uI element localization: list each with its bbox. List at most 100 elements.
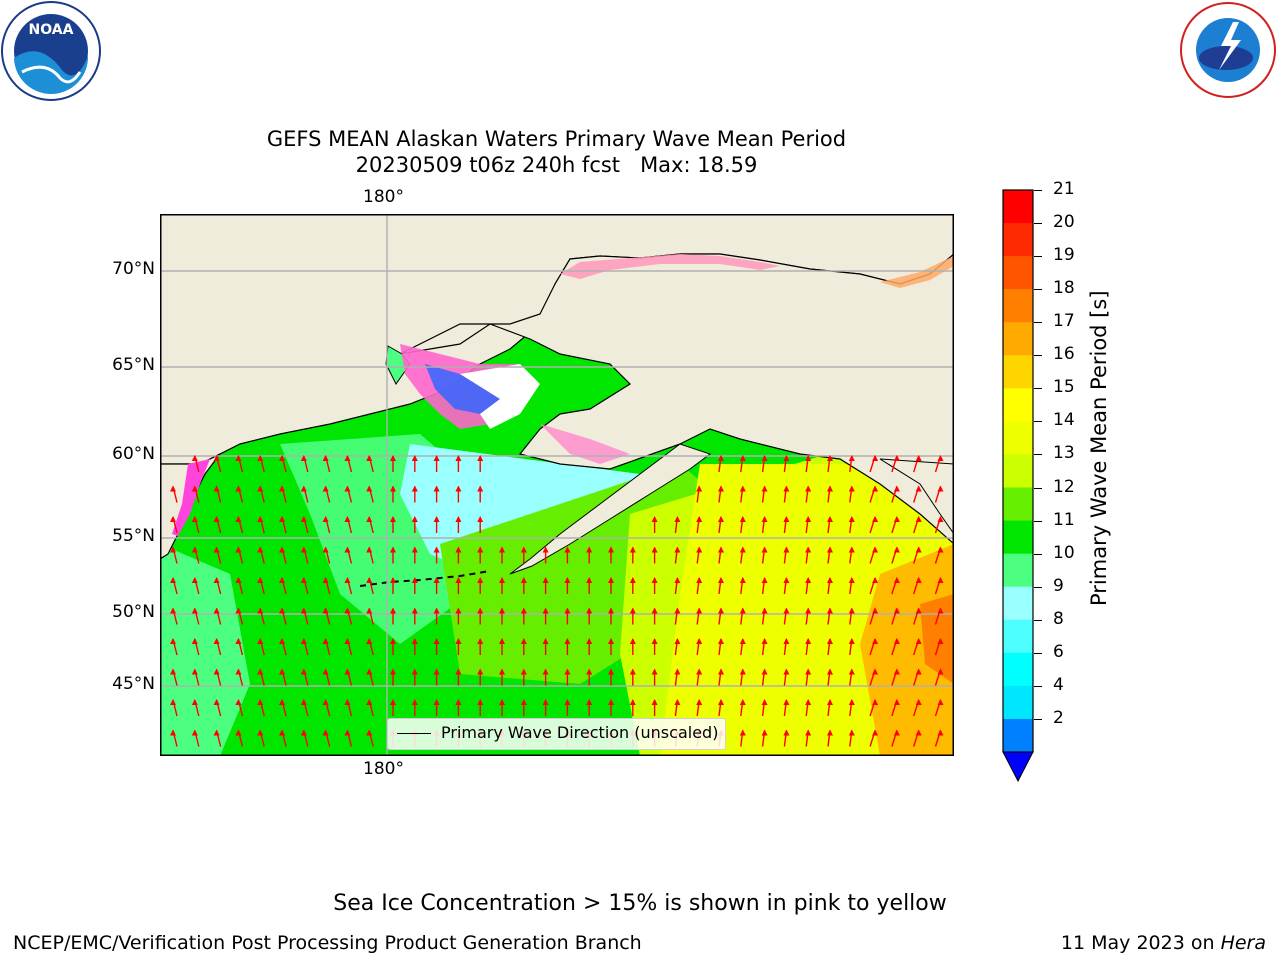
- colorbar-tick-mark: [1034, 520, 1042, 522]
- wave-direction-arrow: [827, 577, 833, 595]
- wave-direction-arrow: [805, 516, 812, 534]
- wave-direction-arrow: [739, 607, 746, 625]
- wave-direction-arrow: [390, 699, 396, 716]
- colorbar-segment: [1003, 487, 1033, 522]
- sea-ice-chukchi: [560, 254, 780, 279]
- wave-direction-arrow: [761, 638, 768, 656]
- wave-direction-arrow: [300, 516, 309, 534]
- wave-direction-arrow: [477, 455, 484, 472]
- wave-direction-arrow: [869, 485, 879, 503]
- wave-direction-arrow: [718, 699, 724, 717]
- wave-direction-arrow: [433, 607, 440, 625]
- wave-direction-arrow: [827, 638, 833, 656]
- wave-direction-arrow: [848, 729, 855, 747]
- aleutian-islands: [359, 570, 491, 587]
- land-se-alaska: [879, 458, 954, 535]
- colorbar-segment: [1003, 652, 1033, 687]
- wave-direction-arrow: [891, 729, 900, 747]
- wave-direction-arrow: [257, 607, 265, 625]
- wave-direction-arrow: [913, 699, 922, 717]
- colorbar-tick-label: 2: [1053, 707, 1064, 728]
- wave-direction-arrow: [455, 546, 462, 564]
- wave-direction-arrow: [344, 485, 353, 503]
- wave-direction-arrow: [848, 699, 855, 717]
- wave-direction-arrow: [761, 668, 768, 686]
- chart-title-line2: 20230509 t06z 240h fcst Max: 18.59: [355, 153, 758, 177]
- colorbar-tick-mark: [1034, 388, 1042, 390]
- legend-line-sample: [397, 733, 431, 734]
- wave-direction-arrow: [891, 516, 900, 534]
- wave-direction-arrow: [477, 485, 484, 503]
- wave-direction-arrow: [170, 485, 178, 503]
- wave-direction-arrow: [586, 577, 593, 594]
- wave-direction-arrow: [934, 516, 944, 534]
- colorbar-tick-label: 8: [1053, 608, 1064, 629]
- wave-direction-arrow: [674, 577, 681, 595]
- wave-direction-arrow: [344, 577, 353, 595]
- wave-direction-arrow: [300, 455, 309, 473]
- map-legend: Primary Wave Direction (unscaled): [387, 718, 726, 750]
- wave-direction-arrow: [191, 638, 200, 656]
- wave-direction-arrow: [213, 485, 222, 503]
- wave-direction-arrow: [869, 455, 879, 473]
- colorbar-tick-mark: [1034, 553, 1042, 555]
- wave-direction-arrow: [300, 668, 309, 686]
- wave-direction-arrow: [913, 729, 922, 747]
- wave-direction-arrow: [433, 638, 440, 655]
- wave-direction-arrow: [170, 607, 178, 625]
- wave-direction-arrow: [170, 516, 178, 534]
- wave-direction-arrow: [891, 668, 900, 686]
- wave-direction-arrow: [739, 516, 746, 534]
- wave-direction-arrow: [390, 607, 396, 625]
- wave-direction-arrow: [739, 577, 746, 595]
- wave-direction-arrow: [805, 638, 812, 656]
- wave-direction-arrow: [805, 546, 812, 564]
- wave-direction-arrow: [344, 455, 353, 473]
- sea-ice-note: Sea Ice Concentration > 15% is shown in …: [333, 891, 947, 916]
- wave-direction-arrow: [848, 455, 855, 473]
- colorbar-label: Primary Wave Mean Period [s]: [1087, 290, 1111, 606]
- ocean-period-16-17: [860, 544, 954, 756]
- wave-direction-arrow: [934, 638, 944, 656]
- wave-direction-arrow: [586, 607, 593, 625]
- wave-direction-arrow: [827, 729, 833, 747]
- colorbar-segment: [1003, 388, 1033, 422]
- wave-direction-arrow: [390, 638, 396, 655]
- wave-direction-arrow: [411, 577, 418, 594]
- wave-direction-arrow: [718, 516, 724, 534]
- wave-direction-arrow: [848, 577, 855, 595]
- wave-direction-arrow: [366, 607, 374, 625]
- wave-direction-arrow: [761, 577, 768, 595]
- colorbar-tick-label: 14: [1053, 410, 1075, 431]
- colorbar-tick-mark: [1034, 487, 1042, 489]
- colorbar-segment: [1003, 289, 1033, 323]
- wave-direction-arrow: [827, 455, 833, 473]
- wave-direction-arrow: [913, 546, 922, 564]
- wave-direction-arrow: [322, 546, 331, 564]
- wave-direction-arrow: [718, 455, 724, 473]
- wave-direction-arrow: [520, 546, 527, 564]
- colorbar-tick-label: 18: [1053, 278, 1075, 299]
- wave-direction-arrow: [696, 638, 703, 656]
- wave-direction-arrow: [235, 668, 244, 686]
- lon-label-top: 180°: [363, 187, 404, 207]
- noaa-logo: NOAA: [0, 0, 102, 102]
- wave-direction-arrow: [718, 638, 724, 656]
- colorbar-tick-label: 9: [1053, 575, 1064, 596]
- wave-direction-arrow: [934, 485, 944, 503]
- wave-direction-arrow: [934, 455, 944, 473]
- wave-direction-arrow: [213, 546, 222, 564]
- wave-direction-arrow: [651, 577, 658, 594]
- colorbar-segment: [1003, 586, 1033, 621]
- colorbar-tick-mark: [1034, 685, 1042, 687]
- wave-direction-arrow: [934, 729, 944, 747]
- wave-direction-arrow: [455, 455, 462, 472]
- wave-direction-arrow: [761, 729, 768, 747]
- wave-direction-arrow: [344, 699, 353, 717]
- wave-direction-arrow: [499, 699, 505, 716]
- wave-direction-arrow: [455, 607, 462, 625]
- colorbar-tick-label: 4: [1053, 674, 1064, 695]
- wave-direction-arrow: [344, 516, 353, 534]
- wave-direction-arrow: [696, 546, 703, 564]
- wave-direction-arrow: [390, 455, 396, 472]
